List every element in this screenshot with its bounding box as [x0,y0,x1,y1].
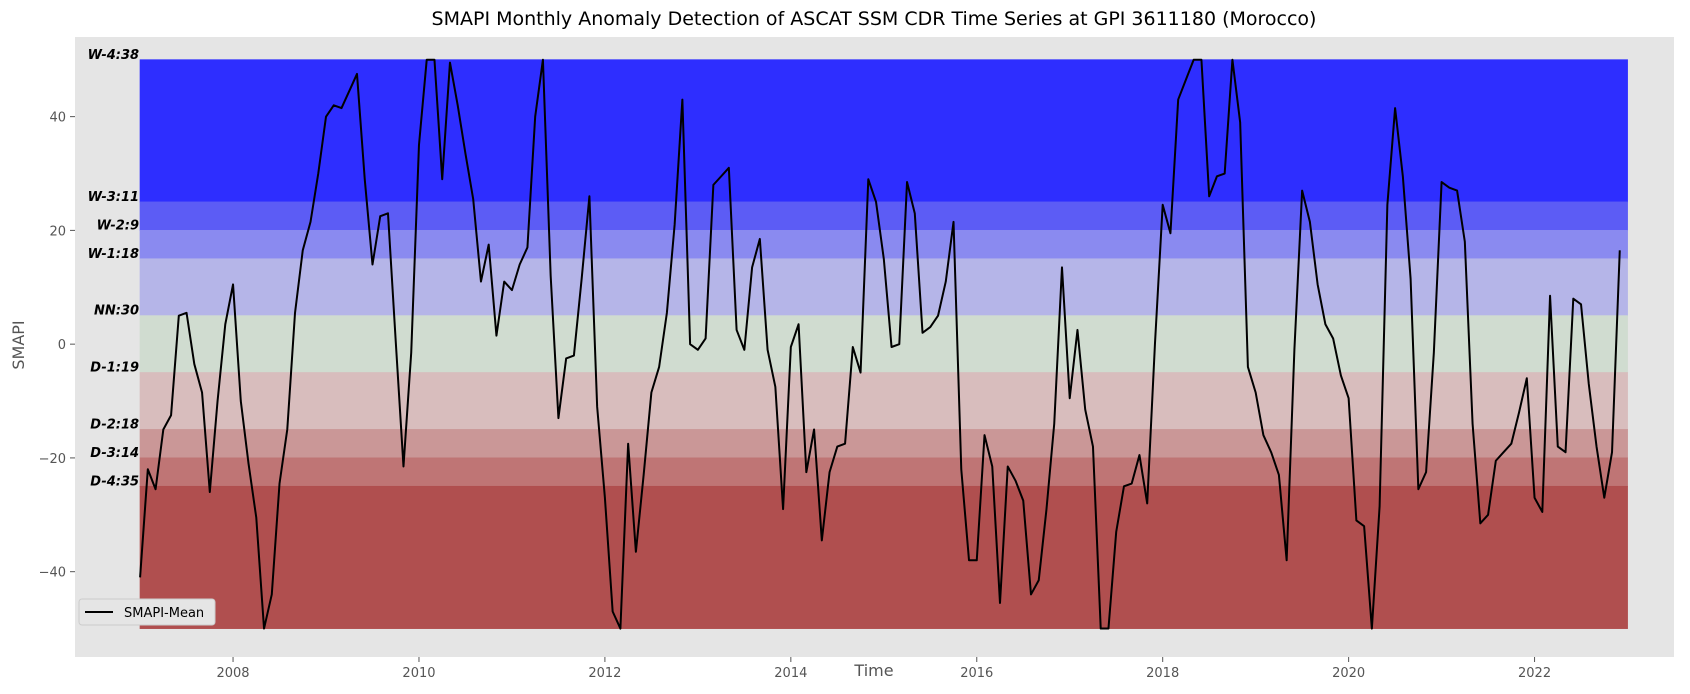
band-label: D-4:35 [90,474,139,489]
y-tick-label: 40 [49,111,66,126]
x-tick-label: 2016 [960,666,993,681]
y-tick-label: −20 [39,452,66,467]
band-d-2 [139,429,1628,459]
x-tick-label: 2018 [1146,666,1179,681]
legend-label: SMAPI-Mean [124,606,204,621]
band-w-4 [139,59,1628,203]
band-label: D-3:14 [90,446,139,461]
y-tick-label: 0 [58,338,66,353]
y-axis: −40 −20 0 20 40 [39,111,75,581]
band-label: W-2:9 [97,218,139,233]
x-tick-label: 2014 [774,666,807,681]
x-tick-label: 2012 [588,666,621,681]
x-tick-label: 2022 [1518,666,1551,681]
y-tick-label: −40 [39,566,66,581]
x-tick-label: 2020 [1332,666,1365,681]
x-tick-label: 2010 [402,666,435,681]
band-label: W-1:18 [88,247,140,262]
band-d-4 [139,485,1628,629]
legend-box [78,598,216,626]
band-label: D-1:19 [90,361,139,376]
band-d-3 [139,457,1628,487]
x-axis-label: Time [853,661,893,680]
band-label: W-3:11 [88,190,140,205]
band-label: NN:30 [94,304,139,319]
y-tick-label: 20 [49,224,66,239]
band-d-1 [139,372,1628,430]
y-axis-label: SMAPI [9,320,28,369]
x-tick-label: 2008 [216,666,249,681]
series-line-smapi-mean [139,58,1621,630]
band-label: D-2:18 [90,417,139,432]
band-nn [139,315,1628,373]
band-label: W-4:38 [88,48,140,63]
x-axis: 2008 2010 2012 2014 2016 2018 2020 2022 [216,657,1551,681]
category-band-labels: W-4:38 W-3:11 W-2:9 W-1:18 NN:30 D-1:19 D-2:18… [88,48,140,490]
chart-title: SMAPI Monthly Anomaly Detection of ASCAT… [432,8,1317,30]
legend: SMAPI-Mean [78,598,216,626]
series-layer [139,58,1621,630]
